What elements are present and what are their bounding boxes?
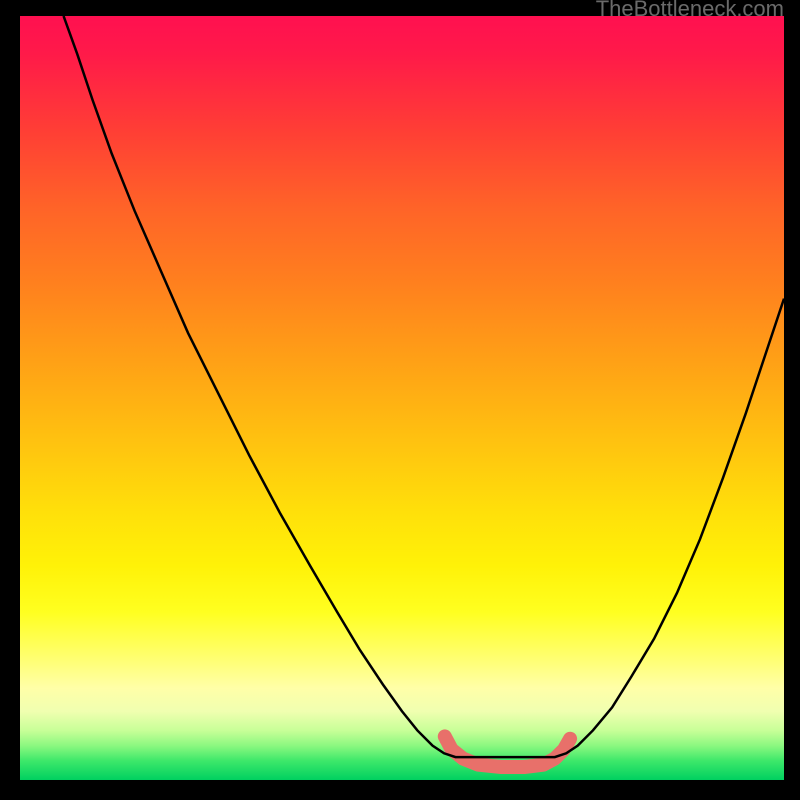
frame-border-bottom	[0, 780, 800, 800]
plot-area	[20, 16, 784, 780]
chart-frame: TheBottleneck.com	[0, 0, 800, 800]
gradient-background	[20, 16, 784, 780]
frame-border-right	[784, 0, 800, 800]
chart-svg	[20, 16, 784, 780]
frame-border-left	[0, 0, 20, 800]
watermark-text: TheBottleneck.com	[596, 0, 784, 22]
